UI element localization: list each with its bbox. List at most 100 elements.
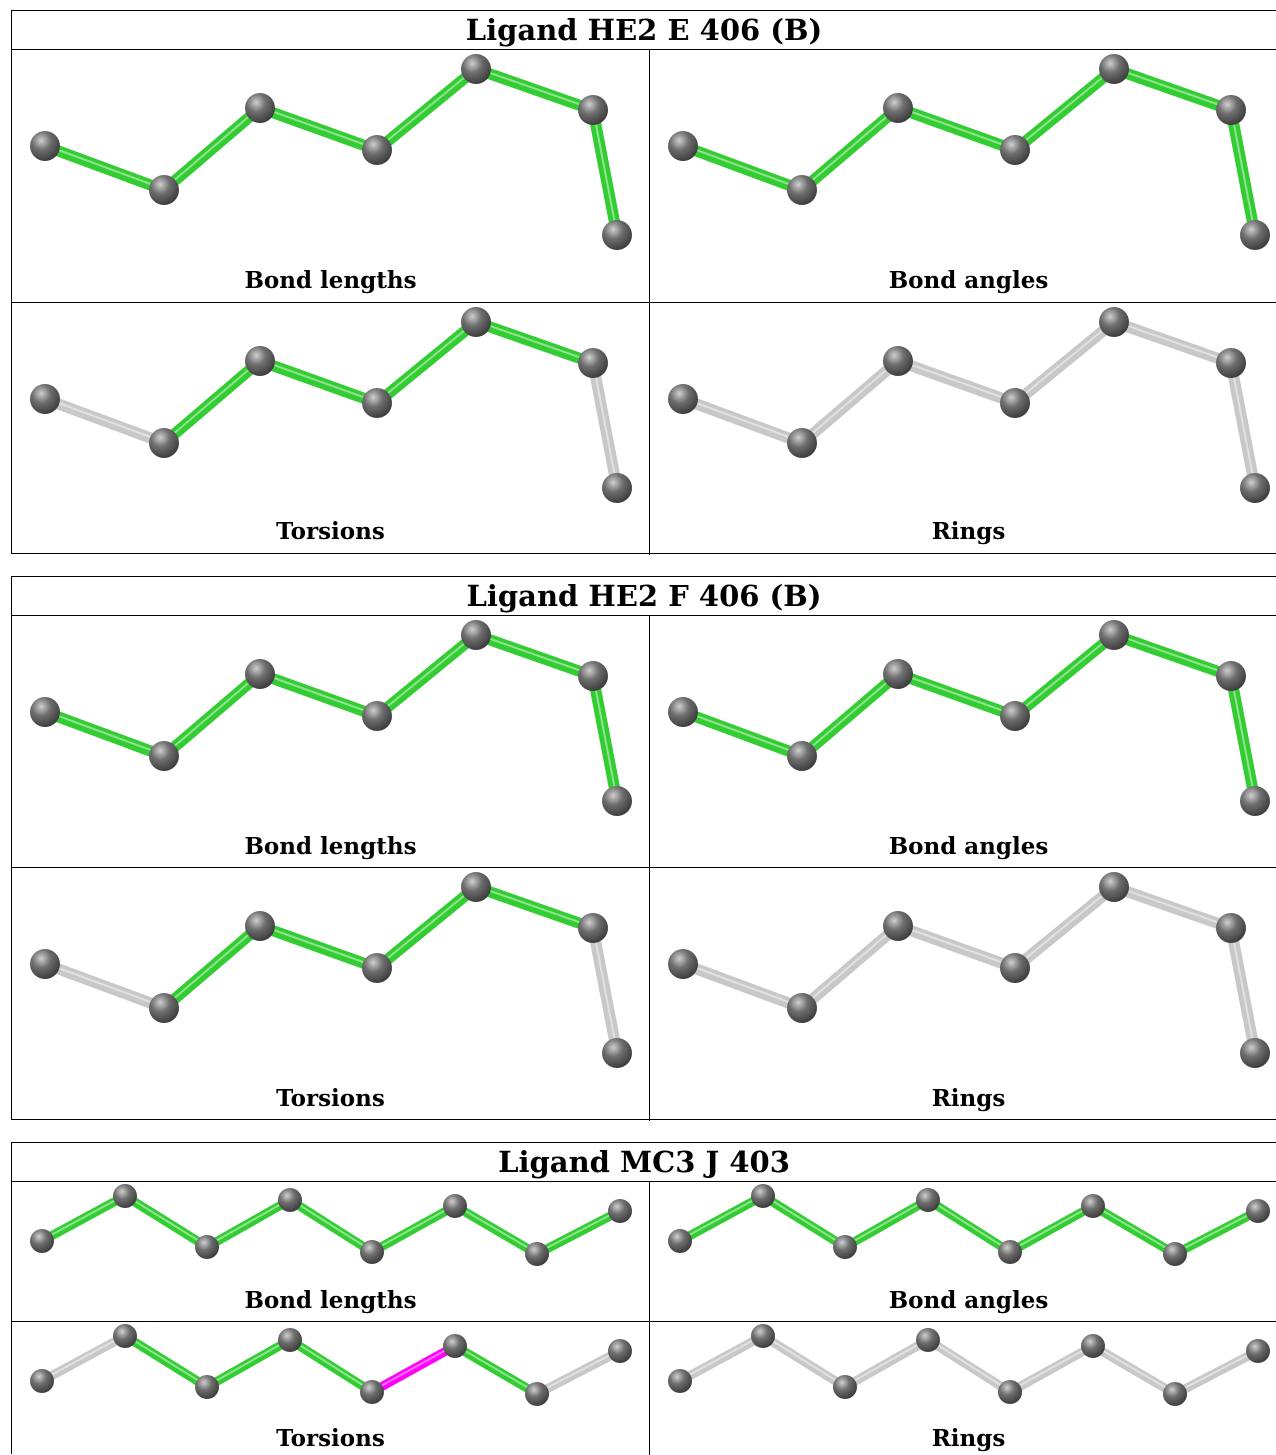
bond-ok <box>1088 1201 1180 1259</box>
atom <box>30 697 60 727</box>
atom <box>883 346 913 376</box>
bond-ok <box>470 881 599 934</box>
bond-highlight <box>475 320 594 363</box>
bond-highlight <box>762 1194 846 1247</box>
bond-neutral <box>39 393 170 449</box>
atom <box>916 1328 940 1352</box>
atom <box>668 1229 692 1253</box>
cell-caption: Rings <box>931 1085 1006 1112</box>
bond-neutral <box>1225 357 1261 494</box>
atom <box>1099 872 1129 902</box>
atom <box>362 953 392 983</box>
bond-highlight <box>897 924 1016 968</box>
bond-ok <box>677 140 808 196</box>
bond-highlight <box>376 67 477 150</box>
bond-highlight <box>801 359 899 443</box>
bond-highlight <box>289 1198 373 1252</box>
bond-highlight <box>844 1198 929 1247</box>
bond-ok <box>158 102 266 196</box>
bond-highlight <box>592 926 618 1053</box>
molecule-view <box>668 307 1270 503</box>
cell-caption: Rings <box>931 1425 1006 1452</box>
atom <box>443 1194 467 1218</box>
cell-rings: Rings <box>650 303 1276 555</box>
molecule-view <box>30 872 632 1068</box>
molecule-view <box>668 1324 1270 1406</box>
atom <box>245 911 275 941</box>
atom <box>787 428 817 458</box>
bond-ok <box>158 355 266 449</box>
bond-highlight <box>1230 674 1256 801</box>
bond-ok <box>450 1341 542 1399</box>
atom <box>1163 1242 1187 1266</box>
atom <box>998 1380 1022 1404</box>
bond-highlight <box>536 1209 621 1254</box>
bond-ok <box>1170 1206 1263 1259</box>
atom <box>461 872 491 902</box>
bond-ok <box>470 629 599 682</box>
atom <box>883 93 913 123</box>
bond-neutral <box>1225 922 1261 1059</box>
bond-neutral <box>796 920 904 1014</box>
atom <box>149 175 179 205</box>
ligand-panel-mc3-j: Ligand MC3 J 403 Bond lengths Bond angle… <box>11 1142 1276 1455</box>
cell-torsions: Torsions <box>12 868 649 1121</box>
bond-ok <box>923 1195 1015 1257</box>
bond-ok <box>677 706 808 762</box>
bond-highlight <box>927 1198 1011 1252</box>
bond-ok <box>371 63 482 156</box>
bond-ok <box>254 668 383 722</box>
atom <box>668 949 698 979</box>
molecule-view <box>30 307 632 503</box>
atom <box>1099 54 1129 84</box>
cell-caption: Bond lengths <box>244 267 417 294</box>
bond-neutral <box>677 958 808 1014</box>
bond-ok <box>202 1335 295 1392</box>
bond-highlight <box>897 106 1016 150</box>
atom <box>1246 1339 1270 1363</box>
bond-neutral <box>840 1335 933 1392</box>
bond-highlight <box>206 1338 291 1387</box>
column-divider <box>649 1182 650 1455</box>
atom <box>1000 388 1030 418</box>
panel-title: Ligand MC3 J 403 <box>12 1143 1276 1182</box>
bond-ok <box>254 102 383 156</box>
molecule-view <box>30 54 632 250</box>
atom <box>195 1235 219 1259</box>
atom <box>1000 953 1030 983</box>
atom <box>149 741 179 771</box>
bond-highlight <box>1009 1204 1094 1252</box>
cell-caption: Bond angles <box>888 1287 1049 1314</box>
molecule-view <box>668 54 1270 250</box>
atom <box>833 1235 857 1259</box>
molecule-view <box>30 1184 632 1266</box>
bond-ok <box>1108 629 1237 682</box>
atom <box>578 348 608 378</box>
bond-ok <box>39 140 170 196</box>
bond-ok <box>470 63 599 116</box>
bond-highlight <box>1014 885 1115 968</box>
bond-highlight <box>682 962 803 1008</box>
panel-title: Ligand HE2 E 406 (B) <box>12 11 1276 50</box>
atom <box>113 1324 137 1348</box>
bond-highlight <box>762 1334 846 1387</box>
atom <box>578 95 608 125</box>
cell-caption: Bond angles <box>888 267 1049 294</box>
atom <box>149 993 179 1023</box>
bond-ok <box>892 102 1021 156</box>
cell-bond-lengths: Bond lengths <box>12 50 649 302</box>
bond-ok <box>1108 63 1237 116</box>
bond-highlight <box>371 1344 456 1392</box>
atom <box>608 1199 632 1223</box>
bond-neutral <box>37 1331 130 1386</box>
cell-torsions: Torsions <box>12 1322 649 1455</box>
atom <box>602 786 632 816</box>
atom <box>1081 1194 1105 1218</box>
atom <box>668 697 698 727</box>
bond-neutral <box>923 1335 1015 1397</box>
bond-highlight <box>1014 633 1115 716</box>
atom <box>245 659 275 689</box>
atom <box>787 741 817 771</box>
atom <box>525 1242 549 1266</box>
bond-highlight <box>897 672 1016 716</box>
